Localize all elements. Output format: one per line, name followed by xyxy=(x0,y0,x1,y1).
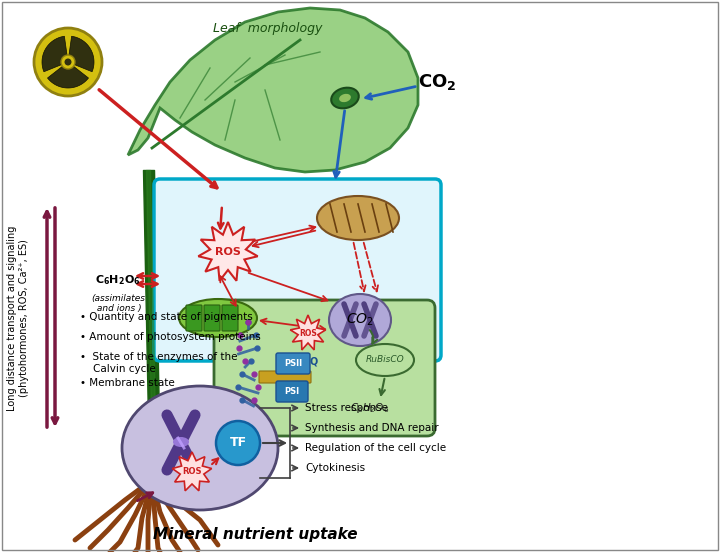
Text: PSI: PSI xyxy=(284,386,300,395)
Polygon shape xyxy=(42,36,67,72)
Ellipse shape xyxy=(317,196,399,240)
Text: Long distance transport and signaling
(phytohormones, ROS, Ca²⁺, ES): Long distance transport and signaling (p… xyxy=(7,225,29,411)
FancyBboxPatch shape xyxy=(259,371,311,383)
Circle shape xyxy=(34,28,102,96)
Polygon shape xyxy=(172,452,212,491)
Ellipse shape xyxy=(331,88,359,108)
Text: RuBisCO: RuBisCO xyxy=(366,355,405,364)
Text: Synthesis and DNA repair: Synthesis and DNA repair xyxy=(305,423,438,433)
FancyBboxPatch shape xyxy=(222,305,238,331)
Ellipse shape xyxy=(329,294,391,346)
Text: Cytokinesis: Cytokinesis xyxy=(305,463,365,473)
Polygon shape xyxy=(290,315,325,350)
Circle shape xyxy=(65,59,71,66)
Text: TF: TF xyxy=(230,437,246,449)
Text: Q: Q xyxy=(310,356,318,366)
Ellipse shape xyxy=(179,299,257,337)
Text: $C_6H_2O_6$: $C_6H_2O_6$ xyxy=(351,401,390,415)
Circle shape xyxy=(216,421,260,465)
FancyBboxPatch shape xyxy=(214,300,435,436)
Text: (assimilates
 and ions ): (assimilates and ions ) xyxy=(91,294,145,314)
Ellipse shape xyxy=(122,386,278,510)
Text: $\mathbf{CO_2}$: $\mathbf{CO_2}$ xyxy=(418,72,456,92)
FancyBboxPatch shape xyxy=(204,305,220,331)
Text: Mineral nutrient uptake: Mineral nutrient uptake xyxy=(153,528,357,543)
Text: Leaf  morphology: Leaf morphology xyxy=(213,22,323,35)
FancyBboxPatch shape xyxy=(276,381,308,402)
FancyBboxPatch shape xyxy=(186,305,202,331)
Text: ROS: ROS xyxy=(215,247,241,257)
Circle shape xyxy=(61,55,75,69)
Text: ROS: ROS xyxy=(182,468,202,476)
Text: Stress response: Stress response xyxy=(305,403,388,413)
Polygon shape xyxy=(48,66,89,88)
Polygon shape xyxy=(128,8,418,172)
FancyBboxPatch shape xyxy=(154,179,441,361)
Text: Regulation of the cell cycle: Regulation of the cell cycle xyxy=(305,443,446,453)
Text: PSII: PSII xyxy=(284,358,302,368)
Text: • Amount of photosystem proteins: • Amount of photosystem proteins xyxy=(80,332,261,342)
Text: •  State of the enzymes of the
    Calvin cycle: • State of the enzymes of the Calvin cyc… xyxy=(80,352,238,374)
Text: $\mathbf{C_6H_2O_6}$: $\mathbf{C_6H_2O_6}$ xyxy=(95,273,141,287)
FancyBboxPatch shape xyxy=(276,353,310,374)
Text: ROS: ROS xyxy=(299,328,317,337)
Ellipse shape xyxy=(173,437,189,447)
Text: • Quantity and state of pigments: • Quantity and state of pigments xyxy=(80,312,253,322)
Text: • Membrane state: • Membrane state xyxy=(80,378,175,388)
Polygon shape xyxy=(69,36,94,72)
Text: $CO_2$: $CO_2$ xyxy=(346,312,374,328)
Ellipse shape xyxy=(339,94,351,102)
Polygon shape xyxy=(198,222,258,281)
